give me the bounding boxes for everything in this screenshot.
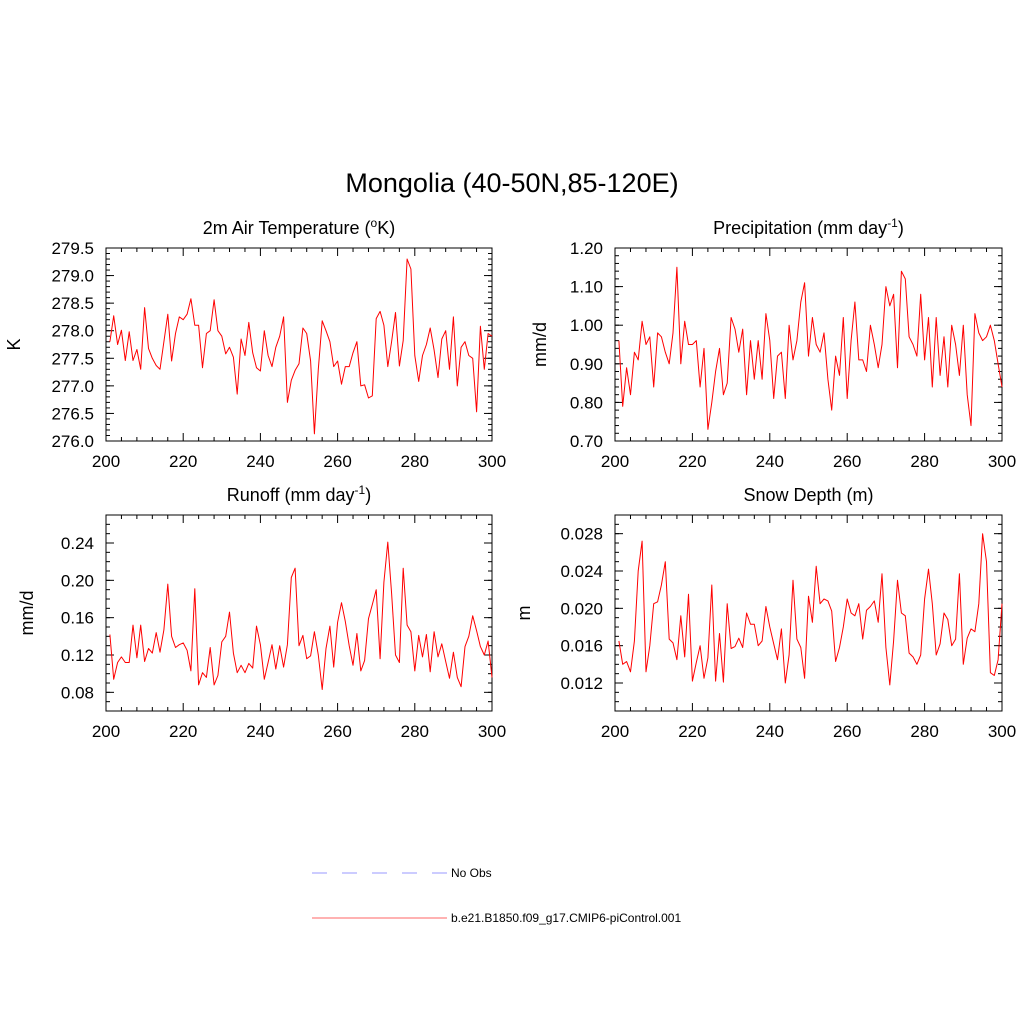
panel-4: Snow Depth (m) m 200 220 240 260 280 300 0.012 0.… (514, 485, 1016, 741)
y-tick-label: 278.0 (51, 322, 94, 341)
x-tick-label: 280 (910, 722, 938, 741)
x-tick-label: 240 (756, 452, 784, 471)
y-tick-label: 277.5 (51, 349, 94, 368)
series-line (618, 533, 1003, 686)
x-tick-label: 200 (601, 452, 629, 471)
y-tick-label: 0.16 (61, 609, 94, 628)
x-tick-label: 220 (678, 722, 706, 741)
panel-title: 2m Air Temperature (oK) (203, 216, 395, 238)
legend: No Obs b.e21.B1850.f09_g17.CMIP6-piContr… (312, 866, 681, 925)
x-tick-label: 200 (601, 722, 629, 741)
y-tick-label: 276.0 (51, 432, 94, 451)
x-tick-label: 220 (169, 452, 197, 471)
y-axis-label: m (514, 606, 534, 621)
x-tick-label: 200 (92, 452, 120, 471)
plot-frame (105, 514, 493, 712)
series-line (109, 258, 493, 435)
y-tick-label: 0.24 (61, 534, 94, 553)
x-tick-label: 240 (756, 722, 784, 741)
y-tick-label: 277.0 (51, 377, 94, 396)
y-tick-label: 279.0 (51, 267, 94, 286)
y-axis-label: K (4, 338, 24, 350)
panel-title: Snow Depth (m) (743, 485, 873, 505)
y-tick-label: 0.80 (570, 393, 603, 412)
x-tick-label: 200 (92, 722, 120, 741)
y-tick-label: 279.5 (51, 239, 94, 258)
y-tick-label: 0.12 (61, 646, 94, 665)
y-tick-label: 0.20 (61, 571, 94, 590)
y-tick-label: 1.00 (570, 316, 603, 335)
x-tick-label: 280 (401, 452, 429, 471)
panel-3: Runoff (mm day-1) mm/d 200 220 240 260 280 300 0… (17, 483, 506, 741)
y-tick-label: 0.024 (560, 562, 603, 581)
panel-1: 2m Air Temperature (oK) K 200 220 240 260 280 3… (4, 216, 506, 471)
x-tick-label: 280 (910, 452, 938, 471)
y-tick-label: 0.016 (560, 637, 603, 656)
x-tick-label: 300 (988, 722, 1016, 741)
plot-frame (105, 247, 493, 442)
series-line (618, 266, 1003, 430)
y-tick-label: 276.5 (51, 404, 94, 423)
y-tick-label: 1.10 (570, 278, 603, 297)
y-tick-label: 278.5 (51, 294, 94, 313)
y-tick-label: 0.70 (570, 432, 603, 451)
x-tick-label: 260 (833, 452, 861, 471)
x-tick-label: 240 (246, 722, 274, 741)
x-tick-label: 300 (478, 452, 506, 471)
x-tick-label: 300 (478, 722, 506, 741)
y-tick-label: 0.08 (61, 683, 94, 702)
y-tick-label: 1.20 (570, 239, 603, 258)
x-tick-label: 240 (246, 452, 274, 471)
y-tick-label: 0.020 (560, 599, 603, 618)
plot-frame (614, 247, 1003, 442)
legend-label-no-obs: No Obs (451, 866, 492, 880)
x-tick-label: 260 (323, 452, 351, 471)
legend-label-model: b.e21.B1850.f09_g17.CMIP6-piControl.001 (451, 911, 681, 925)
x-tick-label: 300 (988, 452, 1016, 471)
y-tick-label: 0.028 (560, 525, 603, 544)
panel-title: Precipitation (mm day-1) (713, 216, 904, 238)
y-axis-label: mm/d (530, 322, 550, 367)
series-line (109, 541, 493, 690)
panels: 2m Air Temperature (oK) K 200 220 240 260 280 3… (4, 216, 1016, 741)
x-tick-label: 260 (323, 722, 351, 741)
x-tick-label: 220 (169, 722, 197, 741)
y-axis-label: mm/d (17, 591, 37, 636)
x-tick-label: 260 (833, 722, 861, 741)
panel-2: Precipitation (mm day-1) mm/d 200 220 240 260… (530, 216, 1016, 471)
x-tick-label: 220 (678, 452, 706, 471)
y-tick-label: 0.012 (560, 674, 603, 693)
panel-title: Runoff (mm day-1) (227, 483, 371, 505)
y-tick-label: 0.90 (570, 355, 603, 374)
x-tick-label: 280 (401, 722, 429, 741)
figure-title: Mongolia (40-50N,85-120E) (345, 168, 678, 198)
plot-frame (614, 514, 1003, 712)
